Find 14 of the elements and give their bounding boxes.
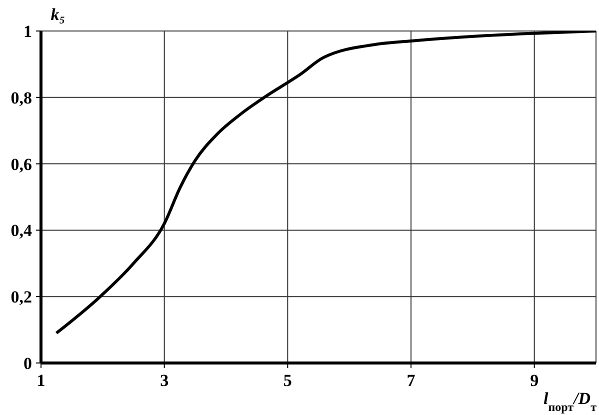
x-tick-label: 9 bbox=[530, 371, 539, 390]
y-axis-title: k₅ bbox=[50, 5, 66, 24]
y-tick-label: 0,8 bbox=[10, 88, 32, 108]
y-tick-label: 0,6 bbox=[10, 154, 32, 174]
y-tick-label: 0 bbox=[24, 354, 32, 374]
x-axis-title: l$_{порт}$/D$_{т}$ bbox=[544, 389, 597, 414]
x-tick-label: 3 bbox=[160, 371, 169, 390]
y-tick-label: 1 bbox=[24, 22, 32, 42]
x-tick-label: 1 bbox=[36, 371, 46, 390]
y-tick-label: 0,2 bbox=[10, 288, 32, 307]
line-series bbox=[54, 31, 596, 335]
x-tick-label: 7 bbox=[406, 371, 416, 390]
y-tick-label: 0,4 bbox=[10, 221, 32, 240]
x-tick-label: 5 bbox=[283, 371, 292, 390]
